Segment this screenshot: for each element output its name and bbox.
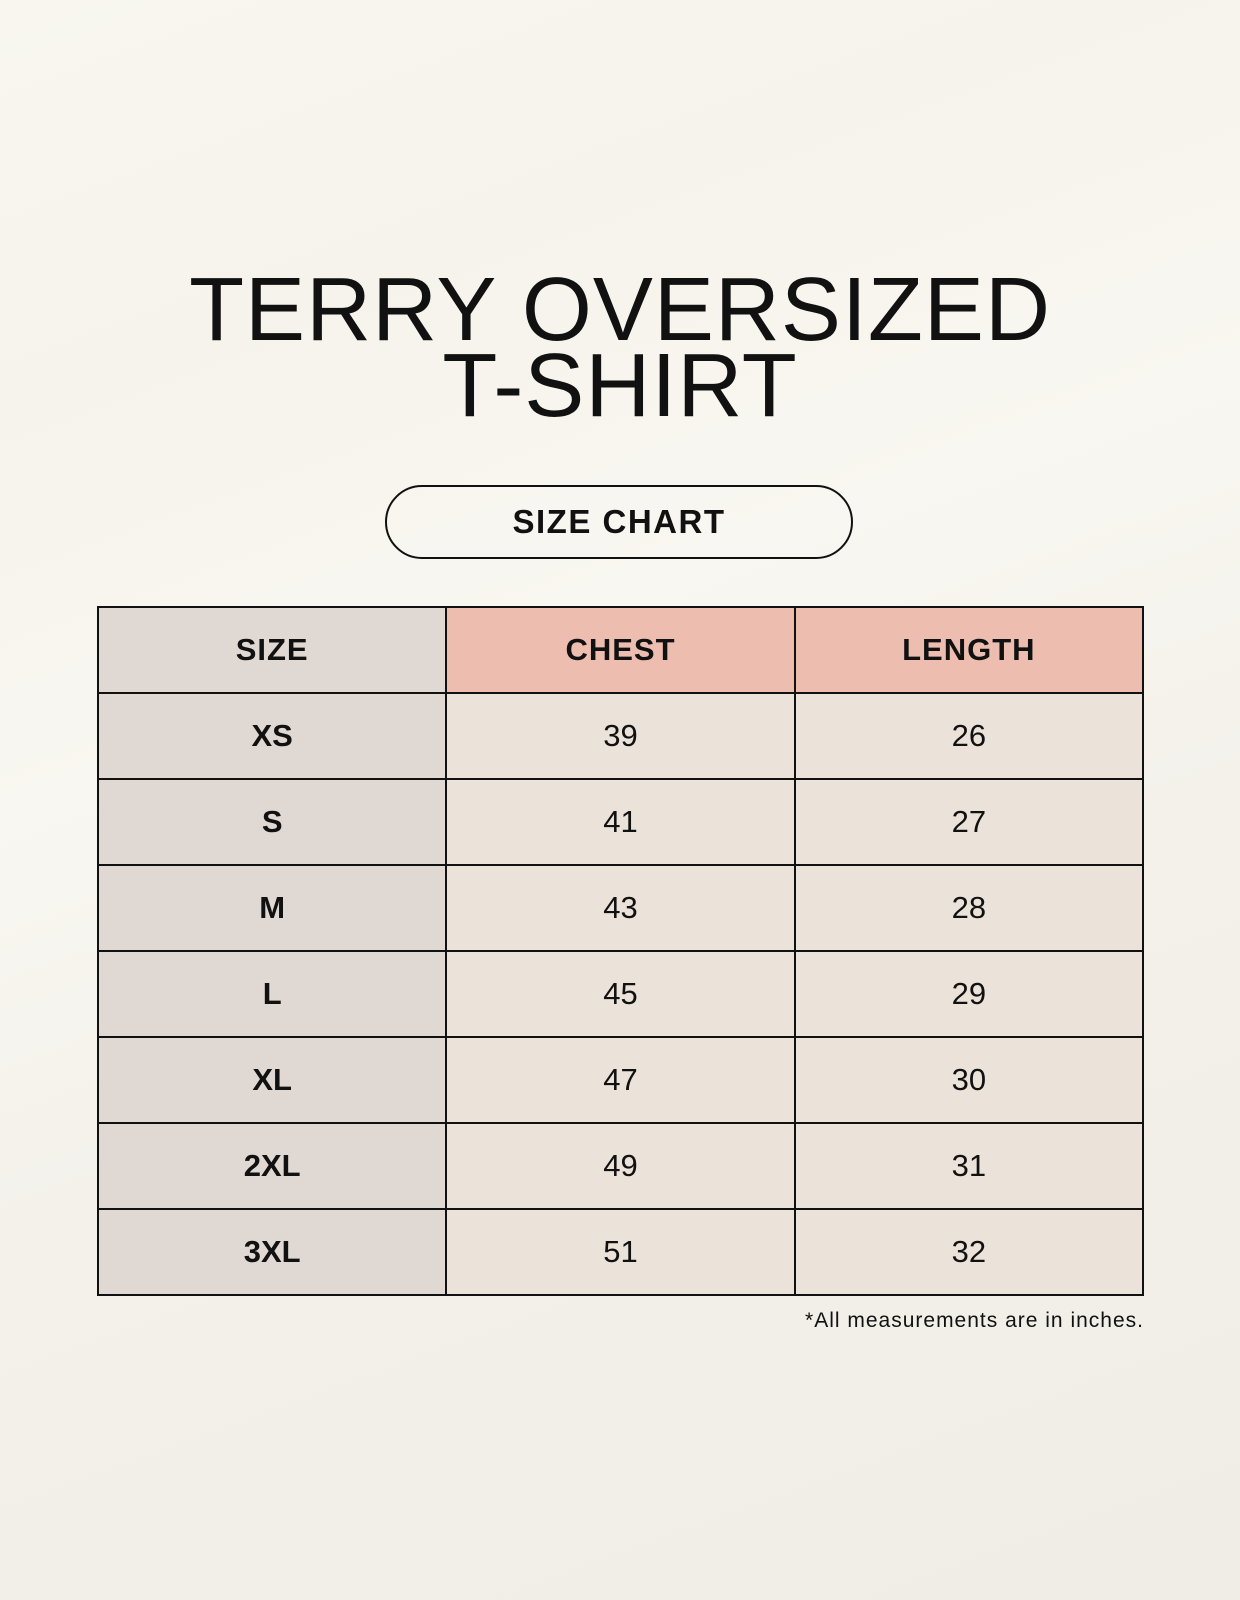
table-row: L 45 29 <box>96 950 1145 1038</box>
length-cell: 30 <box>793 1036 1145 1124</box>
size-chart-badge: SIZE CHART <box>385 485 853 559</box>
table-row: XL 47 30 <box>96 1036 1145 1124</box>
measurement-note: *All measurements are in inches. <box>805 1309 1144 1332</box>
size-cell: XS <box>96 692 448 780</box>
header-size: SIZE <box>96 606 448 694</box>
size-cell: 2XL <box>96 1122 448 1210</box>
chest-cell: 47 <box>445 1036 796 1124</box>
header-chest: CHEST <box>445 606 796 694</box>
length-cell: 26 <box>793 692 1145 780</box>
title-line-2: T-SHIRT <box>442 336 798 436</box>
size-cell: 3XL <box>96 1208 448 1296</box>
length-cell: 29 <box>793 950 1145 1038</box>
page-title: TERRY OVERSIZED T-SHIRT <box>0 260 1240 436</box>
chest-cell: 39 <box>445 692 796 780</box>
title-line-1: TERRY OVERSIZED <box>189 260 1051 360</box>
table-row: XS 39 26 <box>96 692 1145 780</box>
length-cell: 31 <box>793 1122 1145 1210</box>
table-row: 3XL 51 32 <box>96 1208 1145 1296</box>
chest-cell: 41 <box>445 778 796 866</box>
length-cell: 27 <box>793 778 1145 866</box>
table-header-row: SIZE CHEST LENGTH <box>96 606 1145 694</box>
table-row: M 43 28 <box>96 864 1145 952</box>
chest-cell: 51 <box>445 1208 796 1296</box>
header-length: LENGTH <box>793 606 1145 694</box>
size-cell: L <box>96 950 448 1038</box>
chest-cell: 43 <box>445 864 796 952</box>
size-table: SIZE CHEST LENGTH XS 39 26 S 41 27 M 43 28 L 45 29 X… <box>96 606 1145 1296</box>
table-row: 2XL 49 31 <box>96 1122 1145 1210</box>
table-row: S 41 27 <box>96 778 1145 866</box>
chest-cell: 45 <box>445 950 796 1038</box>
size-cell: S <box>96 778 448 866</box>
length-cell: 28 <box>793 864 1145 952</box>
chest-cell: 49 <box>445 1122 796 1210</box>
size-cell: M <box>96 864 448 952</box>
length-cell: 32 <box>793 1208 1145 1296</box>
size-cell: XL <box>96 1036 448 1124</box>
